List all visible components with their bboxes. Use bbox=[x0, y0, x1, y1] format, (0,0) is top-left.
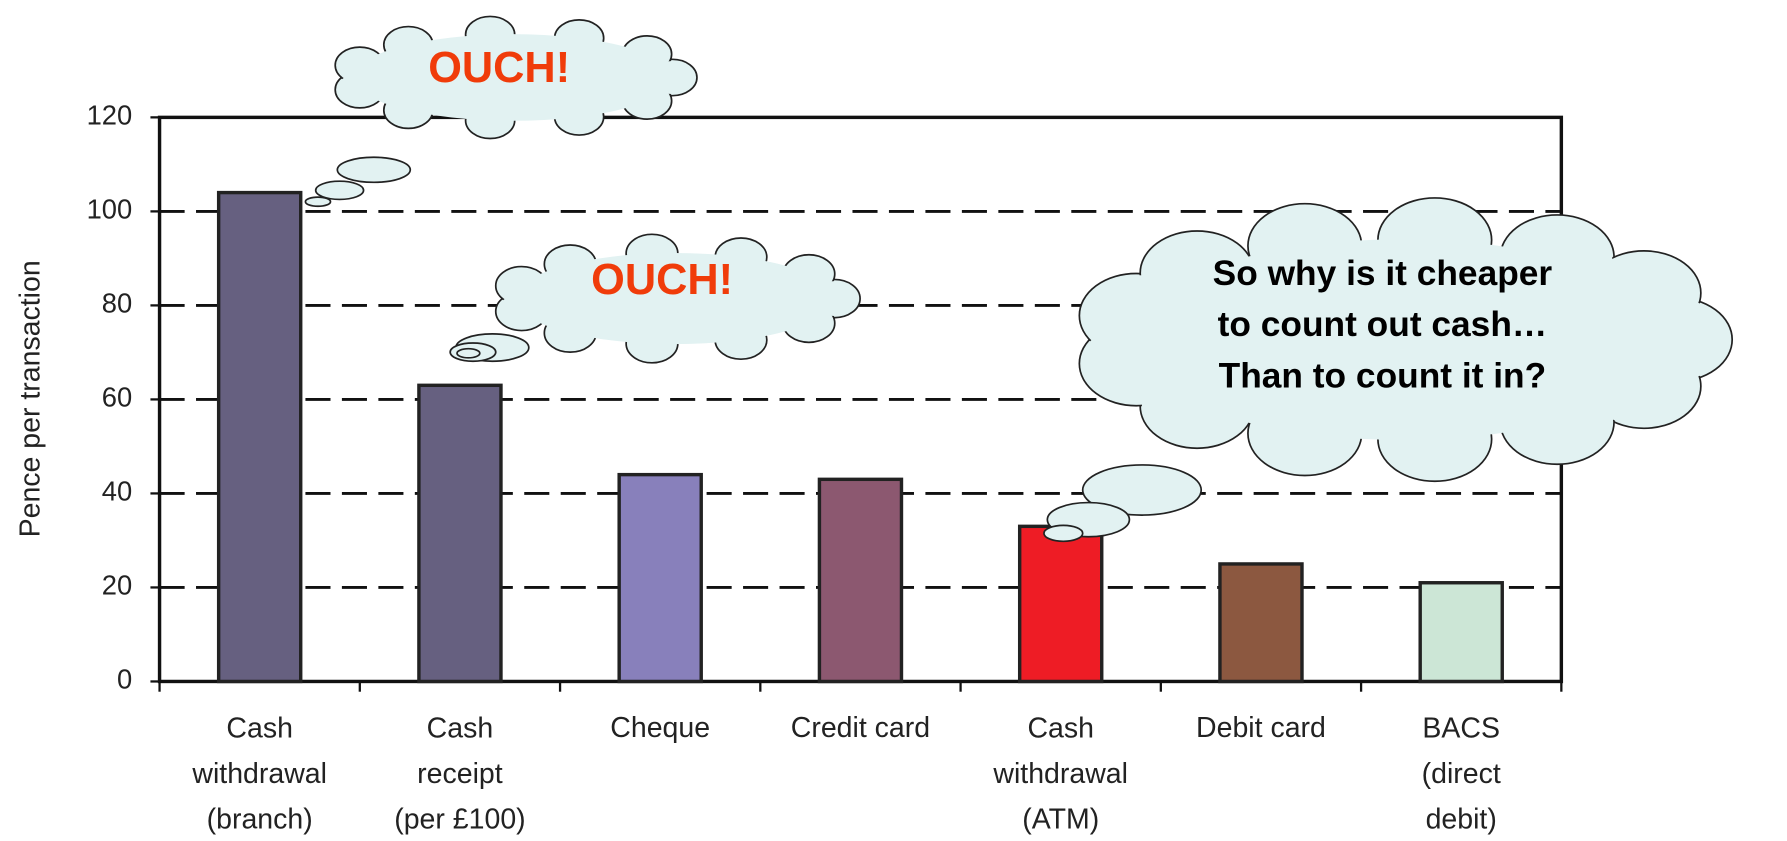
annotation: OUCH! bbox=[428, 44, 570, 92]
y-tick-label: 80 bbox=[102, 288, 132, 319]
bar bbox=[419, 385, 501, 681]
y-tick-label: 40 bbox=[102, 476, 132, 507]
bar bbox=[219, 193, 301, 682]
bar bbox=[1420, 583, 1502, 682]
y-tick-label: 60 bbox=[102, 382, 132, 413]
x-tick-label: Cheque bbox=[610, 712, 710, 744]
x-tick-label: Credit card bbox=[791, 712, 930, 744]
annotation: OUCH! bbox=[591, 256, 733, 304]
thought-bubble bbox=[1044, 525, 1083, 541]
thought-bubble bbox=[305, 197, 330, 206]
bar bbox=[1220, 564, 1302, 682]
y-axis-label: Pence per transaction bbox=[14, 260, 46, 537]
thought-bubble bbox=[337, 157, 410, 182]
y-tick-label: 20 bbox=[102, 570, 132, 601]
thought-bubble bbox=[457, 349, 480, 358]
bar bbox=[619, 475, 701, 682]
y-tick-label: 100 bbox=[87, 194, 133, 225]
chart: Pence per transaction 0 20 40 60 80 100 120 Cas… bbox=[0, 0, 1787, 841]
y-tick-label: 120 bbox=[87, 100, 133, 131]
x-tick-label: Debit card bbox=[1196, 712, 1326, 744]
bar bbox=[1020, 526, 1102, 681]
bar bbox=[819, 479, 901, 681]
y-tick-label: 0 bbox=[117, 664, 132, 695]
